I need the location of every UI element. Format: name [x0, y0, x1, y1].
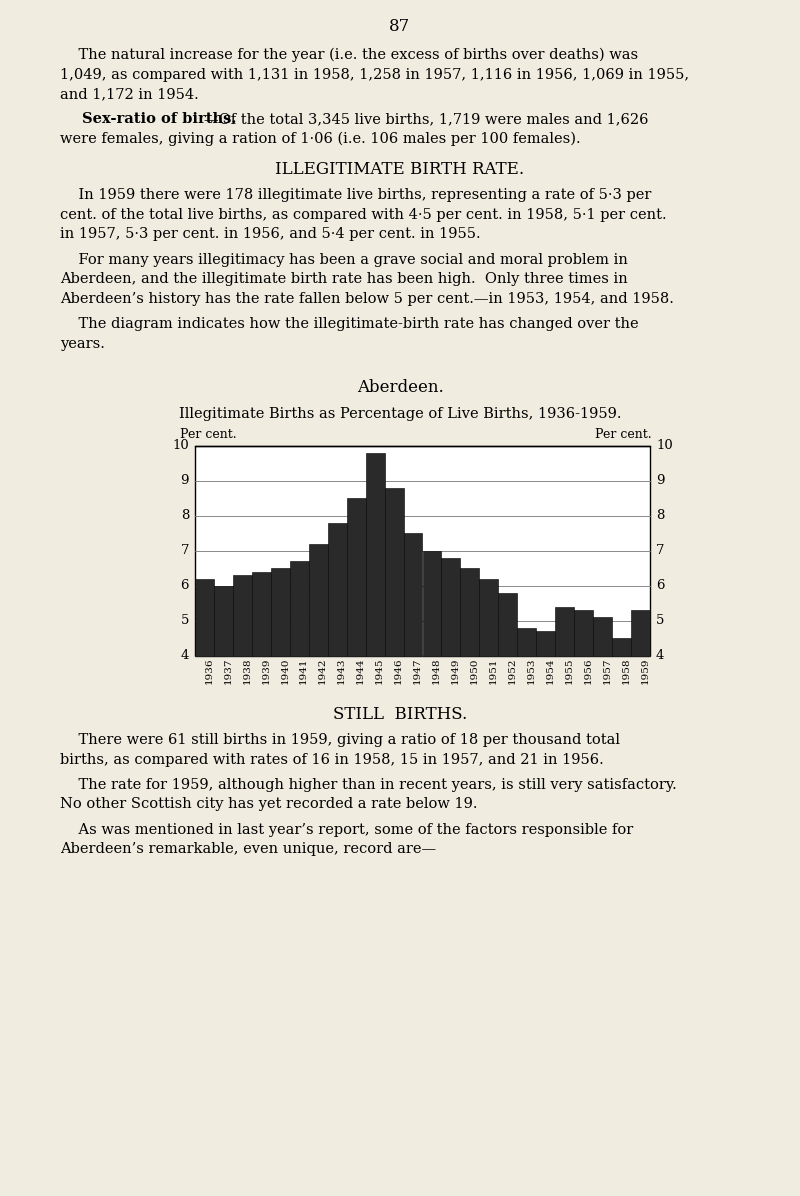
Text: 9: 9 [181, 475, 189, 487]
Text: Aberdeen’s remarkable, even unique, record are—: Aberdeen’s remarkable, even unique, reco… [60, 842, 436, 856]
Bar [346, 499, 366, 655]
Bar [403, 533, 422, 655]
Text: No other Scottish city has yet recorded a rate below 19.: No other Scottish city has yet recorded … [60, 798, 478, 811]
Bar [498, 593, 518, 655]
Bar [555, 606, 574, 655]
Text: 1959: 1959 [641, 658, 650, 684]
Text: 1955: 1955 [565, 658, 574, 684]
Text: 1945: 1945 [375, 658, 384, 684]
Text: 7: 7 [656, 544, 665, 557]
Text: Aberdeen, and the illegitimate birth rate has been high.  Only three times in: Aberdeen, and the illegitimate birth rat… [60, 273, 628, 286]
Text: 1947: 1947 [413, 658, 422, 684]
Text: 4: 4 [656, 649, 664, 663]
Text: births, as compared with rates of 16 in 1958, 15 in 1957, and 21 in 1956.: births, as compared with rates of 16 in … [60, 752, 604, 767]
Bar [422, 551, 442, 655]
Bar [612, 639, 631, 655]
Bar [461, 568, 479, 655]
Text: 4: 4 [181, 649, 189, 663]
Text: The natural increase for the year (i.e. the excess of births over deaths) was: The natural increase for the year (i.e. … [60, 48, 638, 62]
Text: 1,049, as compared with 1,131 in 1958, 1,258 in 1957, 1,116 in 1956, 1,069 in 19: 1,049, as compared with 1,131 in 1958, 1… [60, 67, 689, 81]
Text: 6: 6 [656, 579, 665, 592]
Text: 1941: 1941 [299, 658, 308, 684]
Bar [195, 579, 214, 655]
Text: For many years illegitimacy has been a grave social and moral problem in: For many years illegitimacy has been a g… [60, 252, 628, 267]
Text: 10: 10 [172, 439, 189, 452]
Text: 1951: 1951 [489, 658, 498, 684]
Bar [518, 628, 536, 655]
Text: years.: years. [60, 336, 105, 350]
Text: 1953: 1953 [526, 658, 536, 684]
Text: 8: 8 [181, 509, 189, 523]
Bar [593, 617, 612, 655]
Text: Per cent.: Per cent. [180, 428, 237, 441]
Text: Sex-ratio of births.: Sex-ratio of births. [82, 112, 236, 127]
Text: 7: 7 [181, 544, 189, 557]
Text: 5: 5 [181, 615, 189, 627]
Bar [479, 579, 498, 655]
Bar [214, 586, 233, 655]
Text: 9: 9 [656, 475, 665, 487]
Text: Illegitimate Births as Percentage of Live Births, 1936-1959.: Illegitimate Births as Percentage of Liv… [178, 407, 622, 421]
Text: —Of the total 3,345 live births, 1,719 were males and 1,626: —Of the total 3,345 live births, 1,719 w… [204, 112, 649, 127]
Text: and 1,172 in 1954.: and 1,172 in 1954. [60, 87, 198, 100]
Text: 10: 10 [656, 439, 673, 452]
Text: Aberdeen’s history has the rate fallen below 5 per cent.—in 1953, 1954, and 1958: Aberdeen’s history has the rate fallen b… [60, 292, 674, 306]
Bar [252, 572, 271, 655]
Text: 8: 8 [656, 509, 664, 523]
Text: 1943: 1943 [337, 658, 346, 684]
Text: 1938: 1938 [242, 658, 251, 684]
Text: 1950: 1950 [470, 658, 479, 684]
Text: 1936: 1936 [205, 658, 214, 684]
Text: 1939: 1939 [262, 658, 270, 684]
Text: 1954: 1954 [546, 658, 554, 684]
Text: 1948: 1948 [432, 658, 441, 684]
Text: 5: 5 [656, 615, 664, 627]
Text: 1957: 1957 [602, 658, 612, 684]
Text: As was mentioned in last year’s report, some of the factors responsible for: As was mentioned in last year’s report, … [60, 823, 634, 837]
Bar [442, 557, 461, 655]
Text: Aberdeen.: Aberdeen. [357, 379, 443, 397]
Text: 87: 87 [390, 18, 410, 35]
Text: 1940: 1940 [280, 658, 290, 684]
Bar [271, 568, 290, 655]
Text: STILL  BIRTHS.: STILL BIRTHS. [333, 706, 467, 722]
Text: In 1959 there were 178 illegitimate live births, representing a rate of 5·3 per: In 1959 there were 178 illegitimate live… [60, 189, 651, 202]
Text: 1956: 1956 [584, 658, 593, 684]
Bar [309, 544, 328, 655]
Bar [328, 523, 346, 655]
Text: 1946: 1946 [394, 658, 403, 684]
Bar [233, 575, 252, 655]
Bar [536, 631, 555, 655]
Text: 6: 6 [181, 579, 189, 592]
Bar [195, 446, 650, 655]
Text: in 1957, 5·3 per cent. in 1956, and 5·4 per cent. in 1955.: in 1957, 5·3 per cent. in 1956, and 5·4 … [60, 227, 481, 242]
Text: The rate for 1959, although higher than in recent years, is still very satisfact: The rate for 1959, although higher than … [60, 777, 677, 792]
Text: 1952: 1952 [508, 658, 517, 684]
Bar [290, 561, 309, 655]
Text: 1949: 1949 [451, 658, 460, 684]
Text: 1937: 1937 [223, 658, 233, 684]
Bar [385, 488, 403, 655]
Text: cent. of the total live births, as compared with 4·5 per cent. in 1958, 5·1 per : cent. of the total live births, as compa… [60, 208, 666, 222]
Text: 1942: 1942 [318, 658, 327, 684]
Text: The diagram indicates how the illegitimate-birth rate has changed over the: The diagram indicates how the illegitima… [60, 317, 638, 331]
Text: were females, giving a ration of 1·06 (i.e. 106 males per 100 females).: were females, giving a ration of 1·06 (i… [60, 132, 581, 146]
Bar [366, 453, 385, 655]
Bar [574, 610, 593, 655]
Text: Per cent.: Per cent. [595, 428, 652, 441]
Text: 1944: 1944 [356, 658, 365, 684]
Text: 1958: 1958 [622, 658, 630, 684]
Text: ILLEGITIMATE BIRTH RATE.: ILLEGITIMATE BIRTH RATE. [275, 161, 525, 178]
Text: There were 61 still births in 1959, giving a ratio of 18 per thousand total: There were 61 still births in 1959, givi… [60, 733, 620, 748]
Bar [631, 610, 650, 655]
